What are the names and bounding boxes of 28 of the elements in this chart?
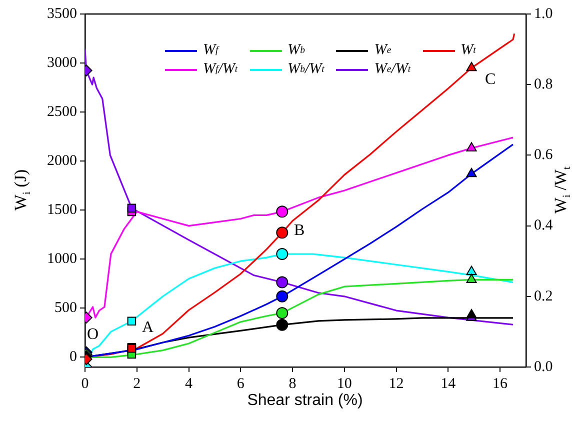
annotation: B bbox=[294, 222, 305, 240]
x-tick-label: 16 bbox=[492, 376, 508, 392]
x-tick-label: 12 bbox=[388, 376, 404, 392]
y-tick-label: 3000 bbox=[47, 54, 77, 71]
y2-tick-label: 0.4 bbox=[534, 218, 554, 234]
x-tick-label: 4 bbox=[185, 376, 194, 392]
x-tick-label: 2 bbox=[133, 376, 141, 392]
x-tick-label: 8 bbox=[288, 376, 296, 392]
y-tick-label: 1000 bbox=[47, 251, 77, 268]
y2-tick-label: 0.8 bbox=[534, 76, 553, 93]
y-tick-label: 2000 bbox=[47, 153, 77, 170]
y2-tick-label: 0.6 bbox=[534, 147, 554, 164]
x-tick-label: 6 bbox=[236, 376, 245, 392]
y-tick-label: 3500 bbox=[47, 6, 77, 22]
y-tick-label: 2500 bbox=[47, 104, 77, 120]
x-tick-label: 0 bbox=[81, 376, 89, 392]
annotation: O bbox=[87, 326, 99, 344]
annotation: C bbox=[485, 71, 496, 89]
y2-tick-label: 1.0 bbox=[534, 6, 553, 22]
y2-tick-label: 0.2 bbox=[534, 288, 553, 304]
y-tick-label: 1500 bbox=[47, 202, 77, 218]
x-tick-label: 14 bbox=[440, 376, 456, 392]
y-tick-label: 0 bbox=[70, 349, 77, 366]
y2-tick-label: 0.0 bbox=[534, 358, 553, 375]
annotation: A bbox=[142, 319, 154, 337]
x-tick-label: 10 bbox=[336, 376, 352, 392]
x-axis-title: Shear strain (%) bbox=[246, 392, 364, 410]
y-tick-label: 500 bbox=[54, 300, 77, 316]
